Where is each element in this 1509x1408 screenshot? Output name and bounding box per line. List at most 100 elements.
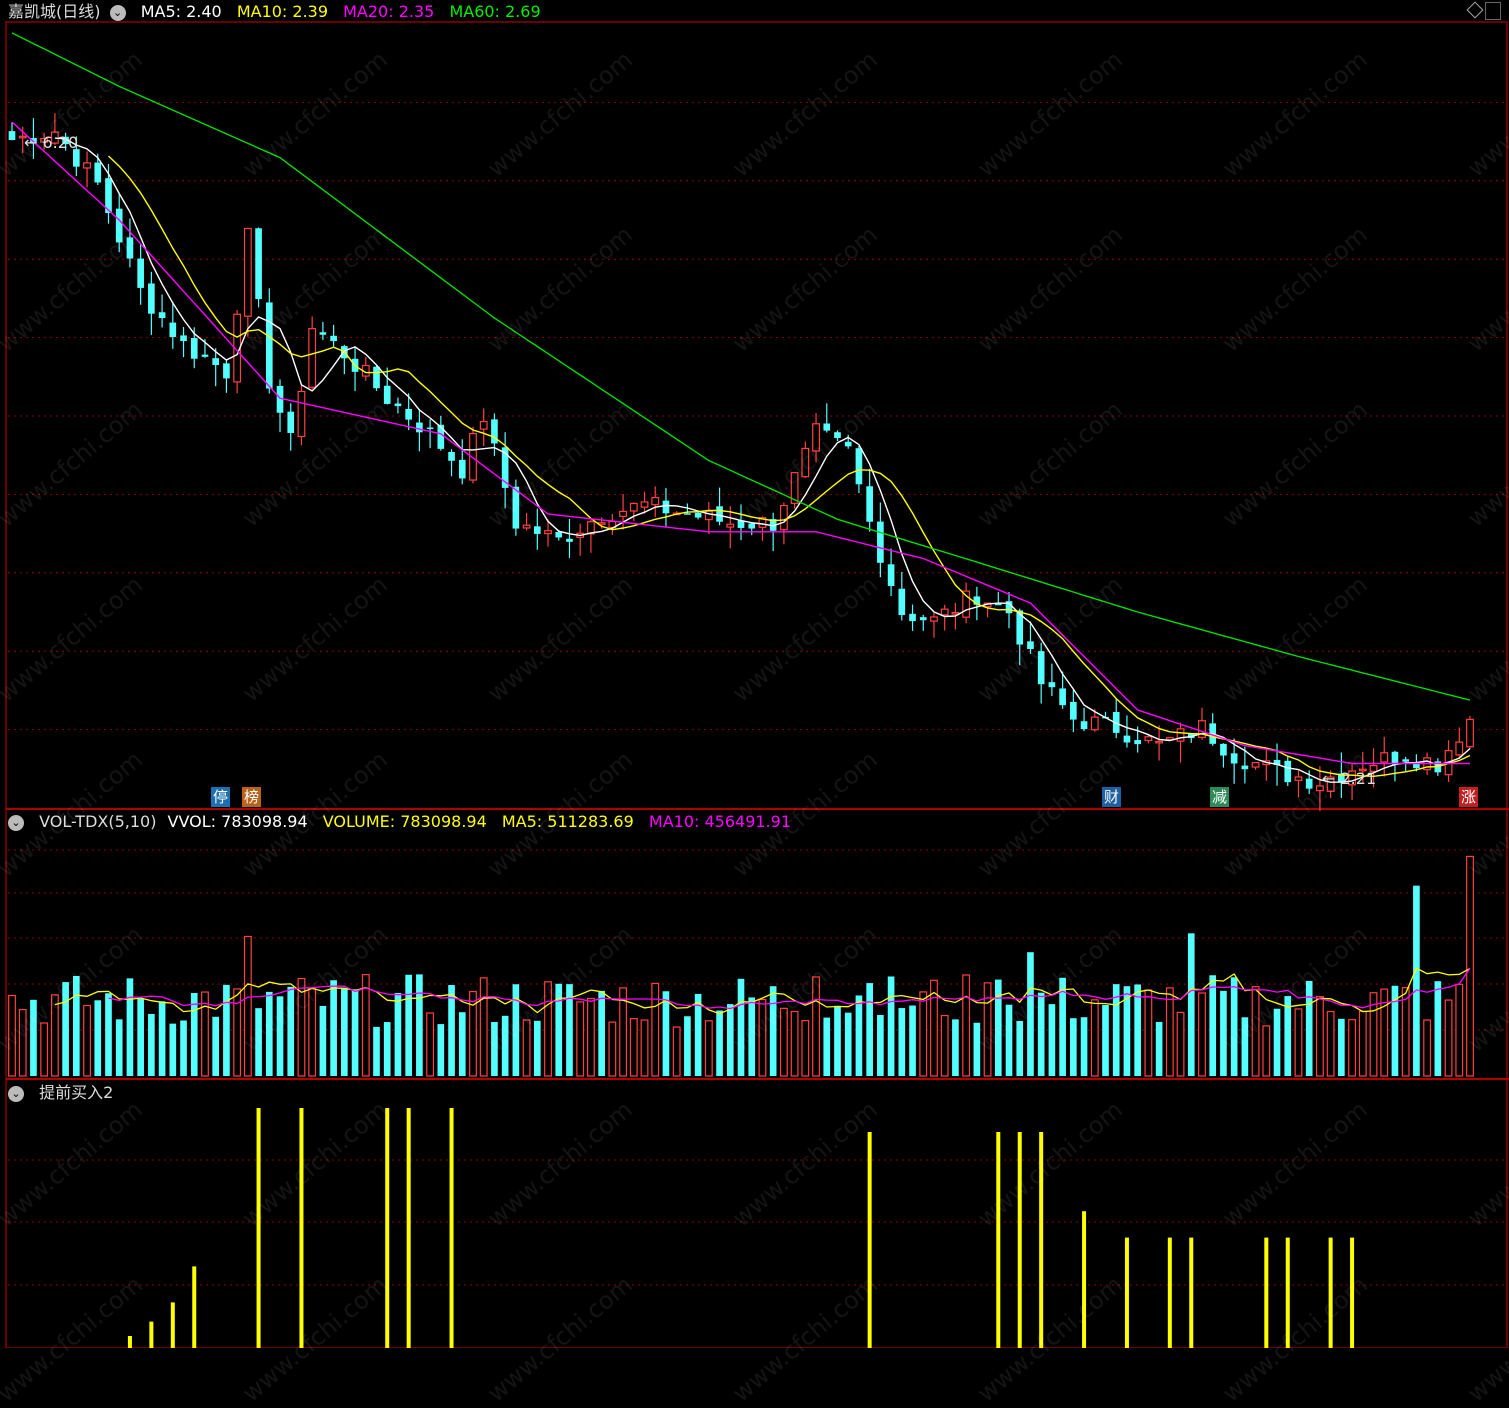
candle-body (1027, 641, 1034, 650)
volume-bar (973, 1022, 981, 1076)
event-tag-halt[interactable]: 停 (211, 787, 231, 807)
candle-body (651, 496, 660, 506)
high-price-label: ← 6.20 (24, 133, 78, 152)
volume-panel-header: ⌄ VOL-TDX(5,10) VVOL: 783098.94 VOLUME: … (8, 811, 801, 833)
panel-control-icon[interactable] (1485, 2, 1501, 20)
volume-bar (1423, 1019, 1432, 1077)
stock-name[interactable]: 嘉凯城(日线) (8, 2, 101, 21)
event-tag-finance[interactable]: 财 (1102, 787, 1122, 807)
signal-bar (385, 1108, 390, 1348)
volume-bar (640, 1019, 649, 1077)
indicator-name[interactable]: 提前买入2 (39, 1083, 114, 1102)
candle-body (1391, 751, 1399, 765)
candle-body (501, 447, 509, 488)
volume-bar (373, 1026, 380, 1076)
volume-bar (651, 982, 660, 1077)
volume-bar (190, 993, 198, 1076)
candle-body (834, 432, 841, 438)
volume-bar (769, 986, 777, 1076)
candle-body (973, 596, 981, 605)
dropdown-icon[interactable]: ⌄ (109, 4, 126, 21)
candle-body (737, 520, 745, 528)
volume-bar (1144, 989, 1153, 1077)
volume-bar (361, 974, 370, 1077)
event-tag-reduce[interactable]: 减 (1210, 787, 1230, 807)
volume-bar (779, 1007, 788, 1077)
volume-bar (909, 1005, 916, 1076)
candle-body (512, 486, 520, 529)
signal-bar (1189, 1237, 1194, 1348)
candle-body (448, 451, 455, 461)
candle-body (458, 459, 466, 479)
indicator-dropdown-icon[interactable]: ⌄ (8, 1085, 24, 1102)
volume-bar (672, 1026, 681, 1077)
volume-bar (1391, 985, 1399, 1076)
candle-body (243, 227, 252, 317)
volume-bar (726, 1004, 734, 1076)
candle-body (115, 208, 123, 243)
volume-bar (1230, 977, 1238, 1076)
volume-bar (748, 997, 756, 1076)
candle-body (297, 390, 306, 438)
volume-bar (255, 1008, 262, 1076)
candle-body (437, 424, 445, 449)
candle-body (1402, 759, 1409, 762)
volume-bar (930, 979, 938, 1077)
vol-indicator-name[interactable]: VOL-TDX(5,10) (39, 812, 157, 831)
grid-lines (5, 21, 1509, 1348)
candle-body (40, 138, 49, 143)
signal-bar (867, 1132, 872, 1348)
candle-body (844, 441, 852, 447)
candle-body (1198, 720, 1206, 738)
event-tag-limit-up[interactable]: 涨 (1459, 787, 1479, 807)
candle-body (694, 512, 702, 518)
candle-body (790, 472, 799, 504)
volume-bar (243, 935, 252, 1077)
volume-bar (126, 978, 134, 1076)
vvol-value: VVOL: 783098.94 (167, 812, 308, 831)
candle-body (1016, 610, 1024, 645)
candle-body (930, 616, 938, 622)
volume-bar (1348, 1019, 1356, 1077)
candle-body (586, 521, 595, 535)
volume-bar (522, 1019, 531, 1077)
candle-body (619, 510, 627, 517)
volume-bar (619, 987, 627, 1077)
candle-body (758, 517, 767, 528)
volume-bar (555, 983, 563, 1076)
candle-body (555, 531, 563, 538)
signal-bar (406, 1108, 411, 1348)
volume-bar (383, 1022, 391, 1076)
volume-bar (437, 1024, 445, 1076)
candle-body (308, 328, 317, 388)
candle-body (126, 237, 134, 259)
volume-dropdown-icon[interactable]: ⌄ (8, 814, 24, 831)
volume-bar (50, 994, 59, 1077)
candle-body (180, 335, 187, 342)
volume-bar (115, 1019, 123, 1076)
volume-bar (1027, 952, 1034, 1076)
event-tag-ranking[interactable]: 榜 (242, 787, 262, 807)
volume-bar (1209, 975, 1217, 1076)
candle-body (566, 538, 573, 542)
volume-bar (1241, 1017, 1249, 1076)
candle-body (1273, 759, 1281, 766)
candle-body (866, 486, 873, 522)
candle-body (73, 149, 80, 167)
candle-body (330, 335, 337, 342)
volume-bar (1220, 990, 1227, 1076)
volume-bar (1401, 987, 1410, 1077)
vol-ma10-line (108, 967, 1471, 1010)
volume-bar (823, 1017, 831, 1076)
price-panel-header: 嘉凯城(日线) ⌄ MA5: 2.40 MA10: 2.39 MA20: 2.3… (8, 1, 551, 23)
candle-body (1037, 651, 1045, 685)
candle-body (1338, 773, 1345, 782)
candle-body (83, 162, 91, 169)
candle-body (62, 136, 69, 145)
candle-body (255, 228, 262, 300)
candle-body (629, 502, 638, 512)
volume-bar (1369, 992, 1378, 1077)
candle-body (951, 611, 960, 615)
candle-body (94, 162, 102, 183)
signal-bar (1039, 1132, 1044, 1348)
